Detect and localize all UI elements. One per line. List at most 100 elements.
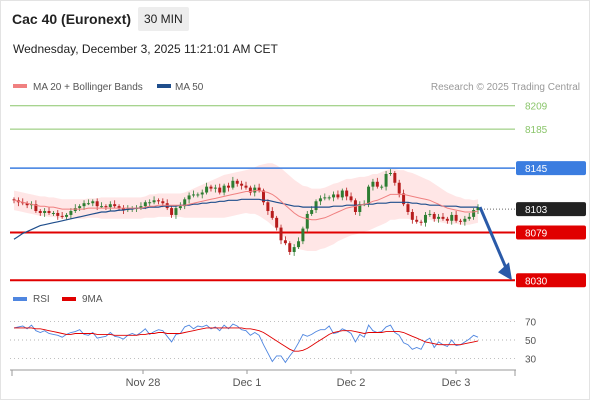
level-tag-8079 (516, 225, 586, 240)
candle (222, 185, 226, 193)
candle (406, 204, 410, 212)
level-tag-8103 (516, 202, 586, 217)
candle (196, 194, 200, 196)
candle (476, 207, 480, 211)
ma50-legend-label: MA 50 (175, 82, 204, 93)
candle (388, 173, 392, 174)
candle (415, 219, 419, 222)
candle (332, 194, 336, 198)
candle (428, 213, 432, 215)
candle (47, 211, 51, 213)
candle (279, 227, 283, 241)
candle (318, 198, 322, 202)
candle (178, 206, 182, 209)
candle (191, 194, 195, 196)
candle (345, 190, 349, 197)
candle (121, 208, 125, 211)
candle (432, 213, 436, 219)
candle (209, 186, 213, 189)
candle (152, 200, 156, 203)
candle (275, 217, 279, 228)
candle (95, 201, 99, 207)
candle (419, 221, 423, 223)
level-label-8030: 8030 (525, 276, 548, 287)
candle (441, 216, 445, 219)
candle (380, 186, 384, 188)
candle (437, 216, 441, 219)
candle (213, 187, 217, 189)
forecast-arrow-shaft (478, 206, 509, 271)
forecast-arrow-head (498, 262, 512, 281)
candle (65, 214, 69, 217)
instrument-title: Cac 40 (Euronext) (12, 11, 132, 27)
candle (12, 199, 16, 201)
ma20-legend-swatch (13, 84, 27, 88)
time-tick-label: Dec 1 (233, 377, 262, 389)
candle (161, 201, 165, 204)
candle (336, 194, 340, 198)
candle (467, 216, 471, 219)
candle (310, 210, 314, 214)
candle (410, 212, 414, 220)
bollinger-band (14, 163, 478, 251)
candle (463, 218, 467, 222)
candle (358, 204, 362, 212)
candle (458, 220, 462, 222)
candle (113, 204, 117, 207)
candle (323, 197, 327, 199)
candle (38, 211, 42, 213)
candle (60, 215, 64, 217)
candle (397, 182, 401, 194)
candle (104, 206, 108, 208)
candle (248, 187, 252, 193)
candle (34, 204, 38, 212)
rsi-ma-line (14, 327, 479, 352)
timeframe-badge[interactable]: 30 MIN (138, 7, 189, 31)
time-tick-label: Dec 2 (337, 377, 366, 389)
level-label-8103: 8103 (525, 205, 548, 216)
candle (305, 213, 309, 229)
candle (200, 192, 204, 195)
rsi-line (13, 323, 479, 364)
time-axis: Nov 28 Dec 1 Dec 2 Dec 3 (10, 369, 516, 389)
time-tick-label: Dec 3 (442, 377, 471, 389)
watermark: Research © 2025 Trading Central (431, 82, 580, 93)
timestamp: Wednesday, December 3, 2025 11:21:01 AM … (13, 42, 278, 56)
candle (292, 247, 296, 252)
candle (170, 208, 174, 215)
candle (454, 214, 458, 221)
candle (231, 180, 235, 188)
level-label-8079: 8079 (525, 228, 548, 239)
candle (56, 212, 60, 216)
ma20-line (13, 190, 479, 221)
candle (349, 196, 353, 201)
candle (205, 186, 209, 193)
candle (301, 228, 305, 242)
rsi-tick-50: 50 (525, 336, 537, 347)
candle (108, 204, 112, 208)
candle (240, 183, 244, 186)
candle (244, 185, 248, 188)
ma50-legend-swatch (157, 84, 171, 88)
candle (270, 211, 274, 218)
rsi-legend-label: RSI (33, 294, 50, 305)
candle (297, 241, 301, 248)
candle (450, 214, 454, 221)
candle (253, 187, 257, 193)
candle (257, 187, 261, 191)
rsi-tick-70: 70 (525, 317, 537, 328)
candle (393, 173, 397, 183)
candle (423, 214, 427, 223)
candle (402, 193, 406, 205)
candle (82, 203, 86, 207)
candle (117, 206, 121, 209)
rsi-legend-swatch (13, 297, 27, 301)
candle (288, 243, 292, 252)
candle (69, 211, 73, 215)
rsi-ma-legend-swatch (62, 297, 76, 301)
rsi-plot-area: 70 50 30 (10, 317, 537, 366)
candle (91, 201, 95, 204)
candle (139, 206, 143, 209)
candle (445, 218, 449, 221)
